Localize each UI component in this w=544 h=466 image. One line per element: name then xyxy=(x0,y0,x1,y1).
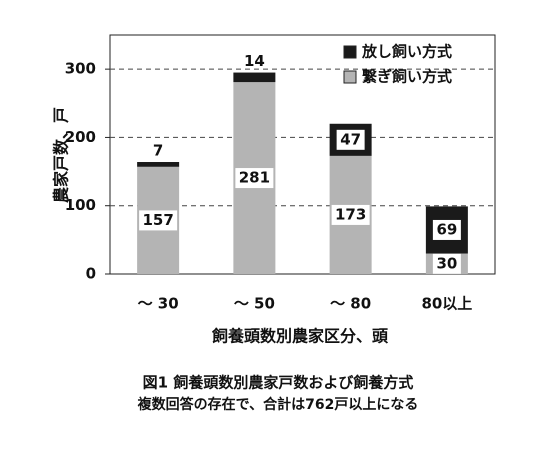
legend-label: 繋ぎ飼い方式 xyxy=(362,68,452,86)
x-tick-label: ～ 80 xyxy=(330,295,371,313)
y-tick-label: 200 xyxy=(65,128,96,146)
bar-segment xyxy=(233,72,276,83)
y-tick-label: 300 xyxy=(65,60,96,78)
value-label: 47 xyxy=(340,130,361,148)
caption: 図1 飼養頭数別農家戸数および飼養方式 xyxy=(143,374,414,392)
value-label: 281 xyxy=(239,169,270,187)
y-tick-label: 0 xyxy=(86,265,96,283)
value-label: 69 xyxy=(436,220,457,238)
legend-swatch xyxy=(343,70,357,84)
legend-swatch xyxy=(343,45,357,59)
bar-segment xyxy=(137,162,180,167)
value-label-box xyxy=(331,204,370,225)
value-label: 173 xyxy=(335,205,366,223)
legend-label: 放し飼い方式 xyxy=(361,43,452,61)
value-label-box xyxy=(336,129,365,150)
value-label-box xyxy=(432,253,461,274)
value-label-box xyxy=(235,168,274,189)
value-label-box xyxy=(432,219,461,240)
x-tick-label: 80以上 xyxy=(421,295,472,313)
value-label: 30 xyxy=(436,254,457,272)
y-axis-title: 農家戸数、戸 xyxy=(52,107,71,203)
value-label: 14 xyxy=(244,52,265,70)
value-label-box xyxy=(139,210,178,231)
x-tick-label: ～ 30 xyxy=(138,295,179,313)
x-tick-label: ～ 50 xyxy=(234,295,275,313)
note: 複数回答の存在で、合計は762戸以上になる xyxy=(137,396,419,413)
value-label: 157 xyxy=(142,211,173,229)
value-label: 7 xyxy=(153,142,163,160)
plot-frame xyxy=(109,34,496,275)
y-tick-label: 100 xyxy=(65,196,96,214)
x-axis-title: 飼養頭数別農家区分、頭 xyxy=(211,327,389,346)
